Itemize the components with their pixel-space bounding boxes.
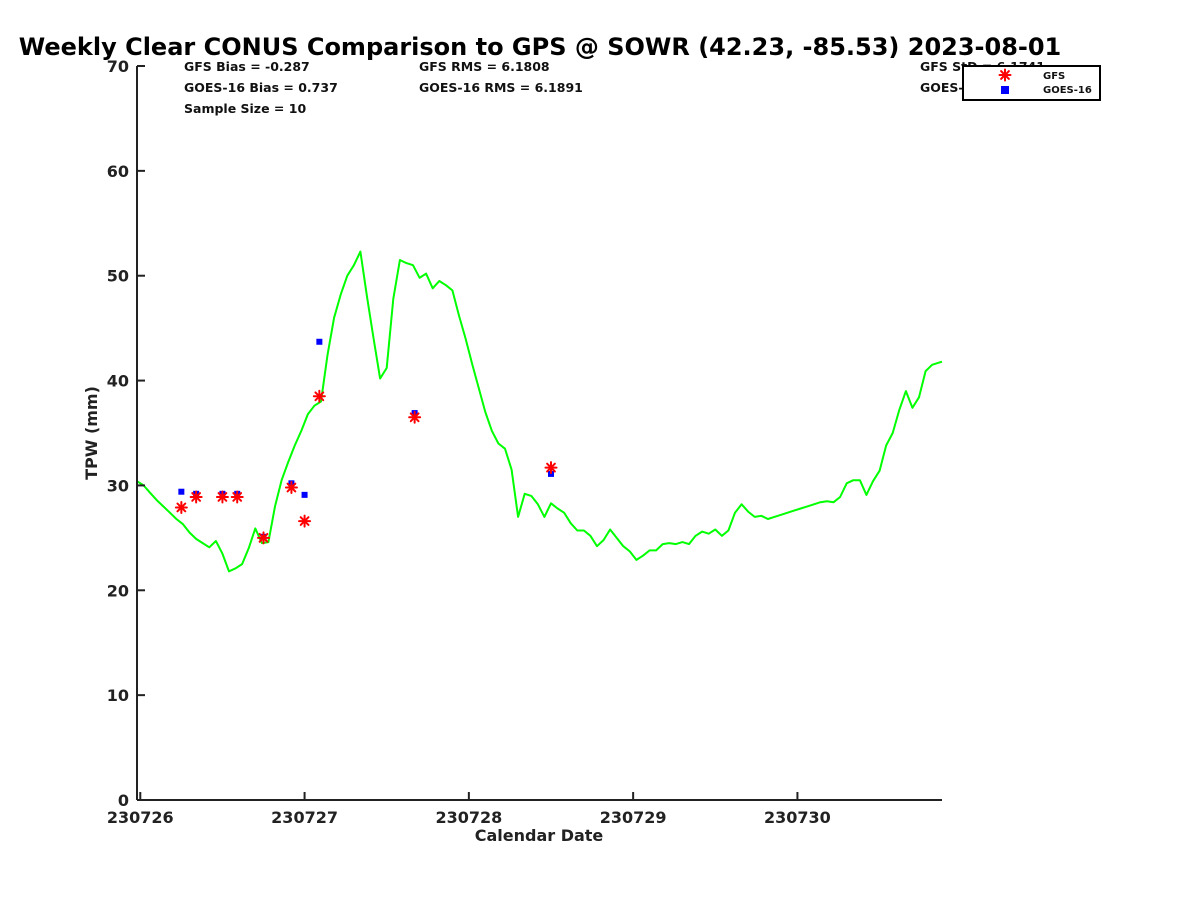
- series-layer: [136, 250, 943, 573]
- legend: GFS GOES-16: [962, 65, 1101, 101]
- x-tick-label: 230730: [764, 808, 831, 827]
- goes-point: [316, 338, 323, 345]
- gfs-point: [230, 490, 244, 504]
- legend-box: [962, 65, 1101, 101]
- star-stroke: [217, 492, 228, 502]
- star-stroke: [258, 532, 269, 543]
- y-tick-label: 70: [107, 57, 129, 76]
- gfs-point: [544, 461, 558, 475]
- axes: 0 10 20 30 40 50 60 70 230726 230727 230728 230729 2…: [107, 57, 942, 827]
- gfs-point: [257, 531, 270, 545]
- legend-gfs-marker: [998, 68, 1012, 82]
- x-tick-label: 230727: [271, 808, 338, 827]
- x-tick-label: 230726: [107, 808, 174, 827]
- gfs-point: [189, 490, 203, 504]
- y-tick-label: 30: [107, 476, 129, 495]
- star-stroke: [546, 462, 556, 473]
- y-tick-label: 60: [107, 162, 129, 181]
- star-stroke: [191, 492, 202, 502]
- goes-bias-text: GOES-16 Bias = 0.737: [184, 80, 338, 95]
- y-tick-label: 40: [107, 372, 129, 391]
- star-stroke: [1000, 70, 1010, 80]
- sample-size-text: Sample Size = 10: [184, 101, 306, 116]
- legend-gfs-label: GFS: [1043, 71, 1065, 82]
- gfs-point: [298, 514, 312, 528]
- gfs-rms-text: GFS RMS = 6.1808: [419, 59, 550, 74]
- legend-goes-marker: [1001, 86, 1009, 94]
- y-tick-label: 50: [107, 267, 129, 286]
- chart-title: Weekly Clear CONUS Comparison to GPS @ S…: [19, 33, 1062, 61]
- goes-point: [178, 488, 185, 495]
- gfs-point: [408, 410, 422, 424]
- y-tick-label: 20: [107, 581, 129, 600]
- gps-series-line: [136, 250, 943, 573]
- legend-goes-label: GOES-16: [1043, 85, 1092, 96]
- goes-rms-text: GOES-16 RMS = 6.1891: [419, 80, 583, 95]
- x-tick-label: 230729: [600, 808, 667, 827]
- x-tick-label: 230728: [435, 808, 502, 827]
- star-stroke: [286, 482, 297, 493]
- gfs-point: [312, 389, 326, 403]
- goes-point: [301, 491, 308, 498]
- star-stroke: [314, 391, 325, 402]
- star-stroke: [232, 492, 243, 502]
- y-tick-label: 0: [118, 791, 129, 810]
- y-tick-label: 10: [107, 686, 129, 705]
- legend-gfs-star: [998, 68, 1012, 82]
- star-stroke: [409, 412, 420, 423]
- y-axis-label: TPW (mm): [82, 386, 101, 480]
- gfs-point: [215, 490, 229, 504]
- gfs-point: [174, 500, 188, 514]
- star-stroke: [299, 516, 310, 526]
- gfs-bias-text: GFS Bias = -0.287: [184, 59, 310, 74]
- gfs-point: [284, 481, 298, 495]
- x-axis-label: Calendar Date: [475, 826, 604, 845]
- star-stroke: [176, 502, 187, 513]
